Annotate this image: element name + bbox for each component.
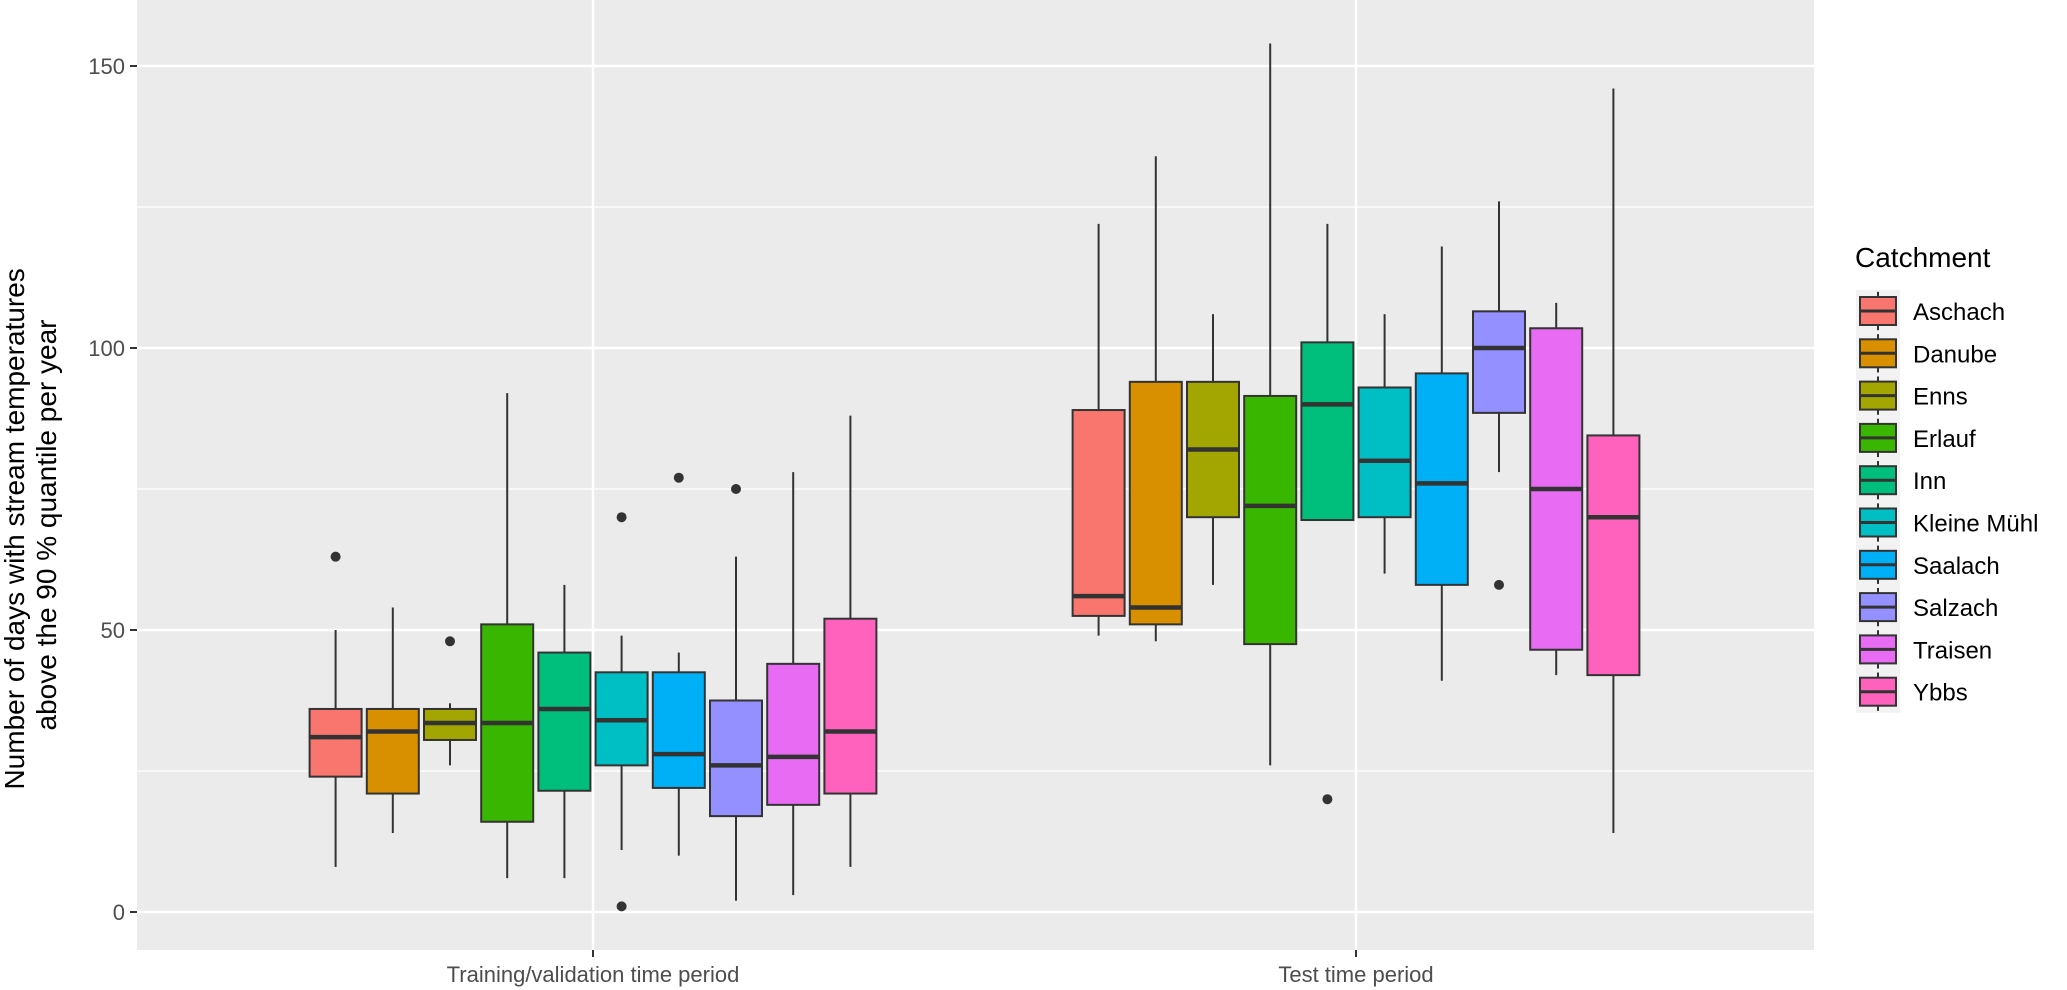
legend-item-inn: Inn — [1856, 459, 1946, 502]
box-iqr — [1243, 394, 1298, 646]
box-iqr — [1300, 341, 1355, 522]
outlier-point — [1322, 794, 1333, 805]
y-tick-label: 50 — [101, 618, 125, 643]
legend-label: Saalach — [1913, 553, 2000, 580]
legend-item-salzach: Salzach — [1856, 585, 1998, 629]
box-aschach-test — [1071, 223, 1126, 636]
box-saalach-training — [651, 472, 706, 856]
y-axis-title-line-2: above the 90 % quantile per year — [31, 320, 62, 731]
legend-label: Inn — [1913, 468, 1946, 495]
outlier-point — [616, 512, 627, 523]
box-danube-training — [365, 607, 420, 834]
x-tick-label: Training/validation time period — [447, 962, 740, 987]
box-iqr — [651, 671, 706, 789]
outlier-point — [673, 472, 684, 483]
legend-label: Aschach — [1913, 299, 2005, 326]
y-tick-label: 150 — [88, 54, 125, 79]
legend-item-enns: Enns — [1856, 374, 1968, 417]
box-iqr — [1357, 386, 1412, 519]
box-enns-test — [1186, 314, 1240, 585]
legend-label: Danube — [1913, 341, 1997, 368]
legend-label: Ybbs — [1913, 680, 1968, 707]
legend-item-danube: Danube — [1856, 332, 1997, 375]
box-traisen-test — [1529, 302, 1584, 676]
x-axis-ticks: Training/validation time period Test time… — [447, 950, 1434, 987]
box-iqr — [365, 707, 420, 795]
legend-item-ybbs: Ybbs — [1856, 670, 1968, 713]
box-ybbs-test — [1586, 88, 1641, 834]
box-iqr — [1414, 372, 1469, 586]
y-axis-title: Number of days with stream temperatures … — [0, 260, 62, 789]
box-iqr — [537, 651, 592, 792]
box-erlauf-training — [480, 393, 535, 879]
legend-label: Enns — [1913, 384, 1968, 411]
outlier-point — [616, 901, 627, 912]
y-tick-label: 100 — [88, 336, 125, 361]
box-danube-test — [1128, 156, 1183, 642]
y-tick-label: 0 — [113, 900, 125, 925]
box-iqr — [709, 699, 763, 818]
box-erlauf-test — [1243, 43, 1298, 766]
box-series — [308, 43, 1641, 912]
box-kleine-mühl-training — [594, 512, 649, 912]
box-salzach-test — [1472, 201, 1526, 590]
legend-label: Traisen — [1913, 637, 1992, 664]
legend-item-aschach: Aschach — [1856, 289, 2005, 333]
box-iqr — [823, 617, 878, 795]
y-axis-ticks: 0 50 100 150 — [88, 54, 137, 925]
box-saalach-test — [1414, 246, 1469, 681]
legend-label: Erlauf — [1913, 426, 1976, 453]
legend: Catchment Aschach Danube Enns Erlauf Inn Klei… — [1855, 242, 2038, 713]
legend-item-erlauf: Erlauf — [1856, 416, 1976, 460]
legend-item-kleine-mühl: Kleine Mühl — [1856, 501, 2038, 544]
outlier-point — [1494, 579, 1504, 590]
outlier-point — [330, 551, 341, 562]
box-iqr — [1586, 434, 1641, 677]
box-ybbs-training — [823, 415, 878, 867]
box-iqr — [1128, 380, 1183, 626]
outlier-point — [445, 636, 455, 647]
legend-label: Salzach — [1913, 595, 1998, 622]
box-iqr — [766, 662, 821, 806]
box-inn-training — [537, 584, 592, 879]
box-enns-training — [423, 636, 477, 766]
box-iqr — [1071, 409, 1126, 617]
legend-item-saalach: Saalach — [1856, 543, 2000, 586]
box-iqr — [1472, 310, 1526, 414]
legend-title: Catchment — [1855, 242, 1991, 273]
outlier-point — [731, 484, 741, 494]
y-axis-title-line-1: Number of days with stream temperatures — [0, 268, 30, 789]
box-salzach-training — [709, 484, 763, 901]
x-tick-label: Test time period — [1278, 962, 1433, 987]
box-iqr — [308, 707, 363, 778]
box-inn-test — [1300, 223, 1355, 805]
box-aschach-training — [308, 551, 363, 867]
legend-item-traisen: Traisen — [1856, 628, 1992, 671]
box-traisen-training — [766, 472, 821, 896]
legend-label: Kleine Mühl — [1913, 511, 2038, 538]
box-kleine-mühl-test — [1357, 314, 1412, 574]
